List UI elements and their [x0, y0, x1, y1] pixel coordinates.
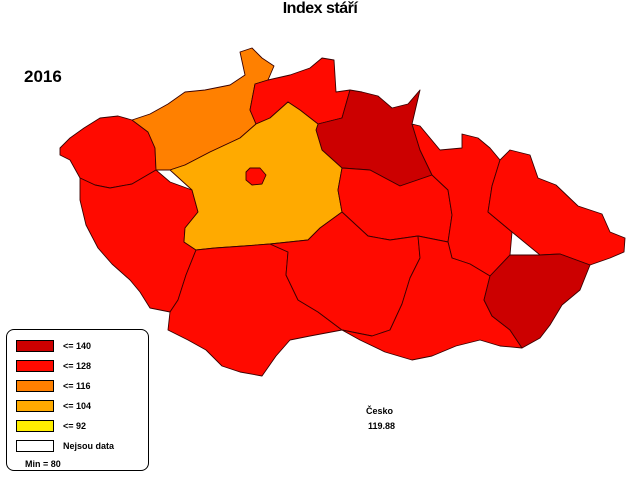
- legend-label: <= 116: [63, 381, 91, 391]
- region-moravskoslezsky[interactable]: [487, 149, 626, 266]
- region-plzensky[interactable]: [79, 169, 199, 313]
- legend-item: <= 140: [16, 339, 91, 353]
- region-zlinsky[interactable]: [483, 253, 591, 349]
- legend-swatch: [16, 360, 54, 372]
- legend: <= 140 <= 128 <= 116 <= 104 <= 92 Nejsou…: [6, 329, 149, 471]
- legend-item: <= 116: [16, 379, 91, 393]
- map-year: 2016: [24, 67, 62, 86]
- legend-label: <= 104: [63, 401, 92, 411]
- region-praha[interactable]: [245, 167, 267, 186]
- legend-label: Nejsou data: [63, 441, 115, 451]
- legend-min: Min = 80: [25, 459, 61, 469]
- legend-swatch: [16, 400, 54, 412]
- region-jihomoravsky[interactable]: [341, 235, 523, 361]
- legend-item: <= 104: [16, 399, 91, 413]
- legend-swatch: [16, 420, 54, 432]
- legend-swatch: [16, 440, 54, 452]
- legend-label: <= 140: [63, 341, 92, 351]
- map-title: Index stáří: [282, 0, 358, 17]
- country-name: Česko: [366, 406, 394, 416]
- legend-swatch: [16, 340, 54, 352]
- legend-item: Nejsou data: [16, 439, 114, 453]
- legend-item: <= 128: [16, 359, 91, 373]
- legend-label: <= 92: [63, 421, 87, 431]
- legend-label: <= 128: [63, 361, 92, 371]
- legend-swatch: [16, 380, 54, 392]
- legend-item: <= 92: [16, 419, 86, 433]
- country-value: 119.88: [368, 421, 396, 431]
